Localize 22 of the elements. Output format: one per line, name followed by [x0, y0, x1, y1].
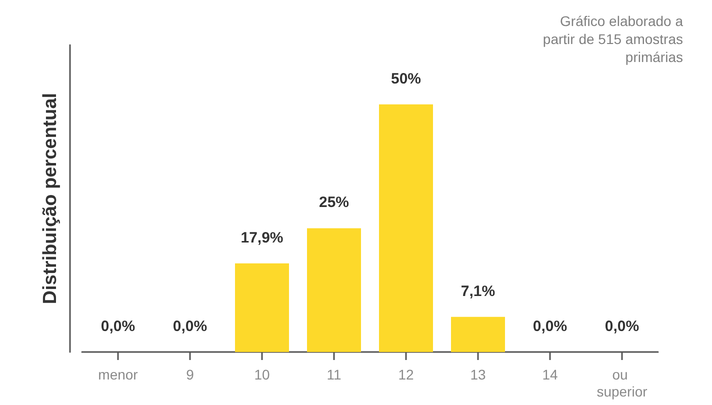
- bar: [235, 263, 289, 352]
- data-label: 0,0%: [604, 318, 640, 335]
- data-label: 0,0%: [532, 318, 568, 335]
- data-label: 50%: [390, 70, 422, 88]
- bar: [451, 316, 505, 352]
- x-tick-label: 11: [326, 366, 342, 382]
- x-tick-label: 10: [254, 366, 270, 382]
- bar: [379, 104, 433, 352]
- data-label: 0,0%: [100, 318, 136, 335]
- data-label: 0,0%: [172, 318, 208, 335]
- data-label: 25%: [318, 194, 350, 212]
- bar: [307, 228, 361, 352]
- data-label: 17,9%: [240, 229, 284, 246]
- x-tick-label: ou superior: [596, 366, 648, 400]
- x-tick-label: 14: [542, 366, 558, 382]
- x-tick-label: 12: [398, 366, 414, 382]
- x-tick-label: 13: [470, 366, 486, 382]
- data-label: 7,1%: [460, 282, 496, 300]
- text: Gráfico elaborado a partir de 515 amostras primárias: [542, 13, 684, 65]
- y-axis-title: Distribuição percentual: [40, 92, 61, 304]
- x-tick-label: menor: [98, 366, 138, 382]
- x-tick-label: 9: [186, 366, 194, 382]
